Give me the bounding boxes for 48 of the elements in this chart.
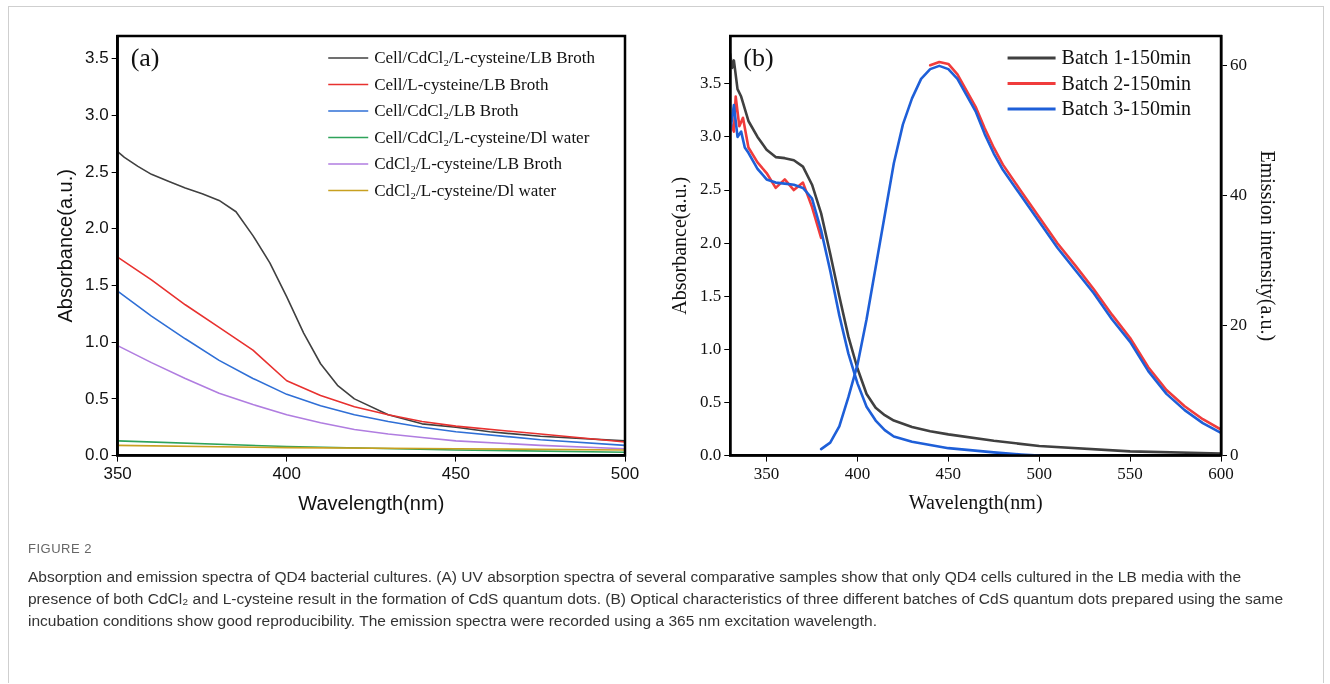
legend-label: Batch 1-150min bbox=[1061, 46, 1192, 69]
y-tick-label: 2.0 bbox=[700, 232, 722, 252]
y-tick-label: 2.5 bbox=[700, 179, 722, 199]
y-tick-label: 0.0 bbox=[84, 445, 109, 465]
y-tick-label: 1.0 bbox=[700, 338, 722, 358]
y-tick-label: 0.5 bbox=[700, 391, 722, 411]
y-tick-label: 1.5 bbox=[84, 275, 109, 295]
x-tick-label: 450 bbox=[441, 464, 471, 484]
legend-label: Cell/CdCl₂/L-cysteine/Dl water bbox=[374, 127, 590, 147]
legend-label: Cell/CdCl₂/L-cysteine/LB Broth bbox=[374, 48, 596, 68]
caption: FIGURE 2 bbox=[28, 540, 93, 558]
y-tick-label: 3.5 bbox=[700, 73, 722, 93]
legend-label: Batch 2-150min bbox=[1061, 71, 1192, 94]
x-tick-label: 550 bbox=[1117, 464, 1143, 484]
legend-label: CdCl₂/L-cysteine/LB Broth bbox=[374, 154, 563, 174]
y2-tick-label: 40 bbox=[1230, 185, 1247, 205]
chart-title: (b) bbox=[743, 42, 774, 72]
x-tick-label: 600 bbox=[1208, 464, 1234, 484]
y-axis-title: Absorbance(a.u.) bbox=[53, 169, 76, 323]
legend-label: CdCl₂/L-cysteine/Dl water bbox=[374, 180, 557, 200]
y-tick-label: 0.0 bbox=[700, 445, 722, 465]
y2-tick-label: 20 bbox=[1230, 315, 1247, 335]
x-tick-label: 400 bbox=[272, 464, 301, 484]
y-tick-label: 3.0 bbox=[84, 105, 109, 125]
chart-title: (a) bbox=[130, 42, 160, 72]
x-tick-label: 350 bbox=[103, 464, 132, 484]
y-tick-label: 1.0 bbox=[84, 331, 109, 351]
y-tick-label: 3.0 bbox=[700, 126, 722, 146]
x-axis-title: Wavelength(nm) bbox=[298, 491, 445, 514]
legend-label: Batch 3-150min bbox=[1061, 97, 1192, 120]
x-tick-label: 400 bbox=[844, 464, 871, 484]
y-axis-title: Absorbance(a.u.) bbox=[668, 176, 692, 315]
x-tick-label: 450 bbox=[935, 464, 962, 484]
legend-label: Cell/L-cysteine/LB Broth bbox=[374, 74, 549, 94]
y-tick-label: 2.0 bbox=[84, 218, 109, 238]
legend-label: Cell/CdCl₂/LB Broth bbox=[374, 101, 520, 121]
x-tick-label: 500 bbox=[1026, 464, 1052, 484]
x-axis-title: Wavelength(nm) bbox=[908, 491, 1043, 515]
y-tick-label: 2.5 bbox=[84, 161, 109, 181]
y-tick-label: 1.5 bbox=[700, 285, 722, 305]
text: Absorption and emission spectra of QD4 bacterial cultures. (A) UV absorption spectra of several comparative samples show that only QD4 cells cultured in the LB media with the presence of both CdCl₂ and L-cysteine result in the formation of CdS quantum dots. (B) Optical characteristics of three different batches of CdS quantum dots prepared using the same incubation conditions show good reproducibility. The emission spectra were recorded using a 365 nm excitation wavelength. bbox=[28, 567, 1284, 631]
y-tick-label: 0.5 bbox=[84, 388, 109, 408]
y2-tick-label: 0 bbox=[1230, 445, 1239, 465]
x-tick-label: 500 bbox=[610, 464, 640, 484]
y-tick-label: 3.5 bbox=[84, 48, 109, 68]
x-tick-label: 350 bbox=[753, 464, 780, 484]
y2-tick-label: 60 bbox=[1230, 55, 1247, 75]
y2-axis-title: Emission intensity(a.u.) bbox=[1255, 150, 1279, 342]
